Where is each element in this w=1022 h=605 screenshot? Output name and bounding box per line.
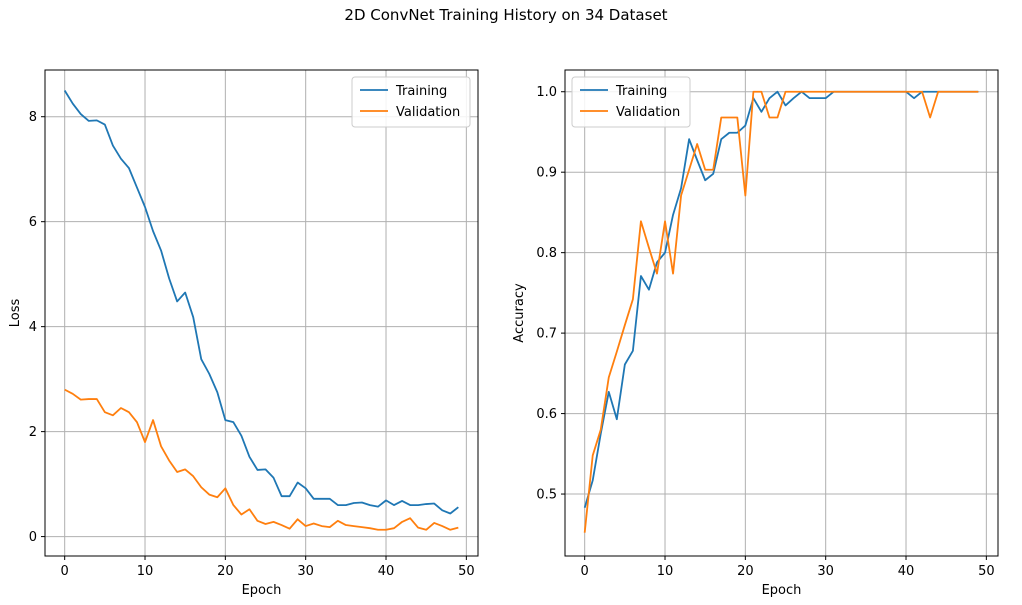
x-tick-label: 30 xyxy=(817,564,834,579)
y-axis-label: Loss xyxy=(8,299,23,328)
training-series-line xyxy=(63,89,459,515)
x-tick-label: 0 xyxy=(581,564,589,579)
validation-series-line xyxy=(64,388,459,531)
y-axis-label: Accuracy xyxy=(512,283,527,343)
axes-frame xyxy=(564,69,999,557)
legend-label: Training xyxy=(395,84,447,99)
y-tick-label: 6 xyxy=(29,215,37,230)
y-tick-label: 4 xyxy=(29,320,37,335)
loss-chart: 0 10 20 30 40 50 0 2 4 6 8 Epoch Loss Training Validat… xyxy=(8,69,479,598)
y-tick-label: 1.0 xyxy=(536,85,557,100)
validation-series-line xyxy=(583,90,979,533)
y-tick-label: 2 xyxy=(29,425,37,440)
x-tick-label: 50 xyxy=(978,564,995,579)
x-axis-label: Epoch xyxy=(242,583,282,598)
accuracy-chart: 0 10 20 30 40 50 0.5 0.6 0.7 0.8 0.9 1.0 Epoch Accura… xyxy=(512,69,999,598)
x-tick-label: 40 xyxy=(378,564,395,579)
y-tick-label: 0.8 xyxy=(536,246,557,261)
x-axis-label: Epoch xyxy=(762,583,802,598)
x-tick-label: 30 xyxy=(297,564,314,579)
y-tick-label: 0.6 xyxy=(536,407,557,422)
legend-label: Validation xyxy=(616,105,680,120)
y-tick-label: 0 xyxy=(29,530,37,545)
y-tick-label: 0.7 xyxy=(536,327,557,342)
x-tick-label: 10 xyxy=(657,564,674,579)
legend-label: Validation xyxy=(396,105,460,120)
x-tick-label: 20 xyxy=(737,564,754,579)
y-tick-label: 0.5 xyxy=(536,488,557,503)
y-tick-label: 0.9 xyxy=(536,166,557,181)
x-tick-label: 0 xyxy=(61,564,69,579)
x-tick-label: 10 xyxy=(137,564,154,579)
x-tick-label: 20 xyxy=(217,564,234,579)
x-tick-label: 40 xyxy=(898,564,915,579)
y-tick-label: 8 xyxy=(29,110,37,125)
figure-title: 2D ConvNet Training History on 34 Datase… xyxy=(344,6,667,24)
axes-frame xyxy=(44,69,479,557)
legend-label: Training xyxy=(615,84,667,99)
legend: Training Validation xyxy=(571,76,691,128)
training-series-line xyxy=(583,90,979,508)
x-tick-label: 50 xyxy=(458,564,475,579)
legend: Training Validation xyxy=(351,76,471,128)
